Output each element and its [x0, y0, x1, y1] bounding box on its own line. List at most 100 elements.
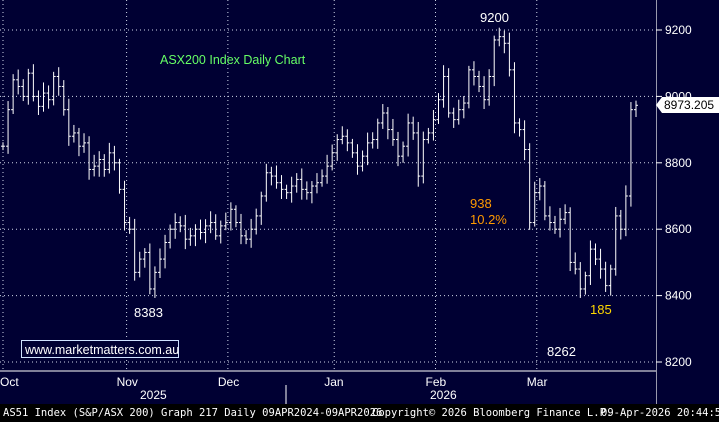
footer-timestamp: 09-Apr-2026 20:44:51 — [601, 407, 719, 419]
ohlc-bar — [274, 165, 279, 189]
ohlc-bar — [26, 68, 31, 105]
ohlc-bar — [527, 143, 532, 230]
annotation-9200: 9200 — [480, 10, 509, 25]
ohlc-bar — [294, 173, 299, 193]
ohlc-bar — [634, 100, 638, 117]
ohlc-bar — [16, 69, 21, 95]
chart-title: ASX200 Index Daily Chart — [160, 53, 306, 67]
ohlc-bar — [117, 158, 122, 194]
ohlc-bar — [416, 121, 421, 187]
ohlc-bar — [446, 68, 451, 118]
ohlc-bar — [573, 252, 578, 275]
y-tick-label: 8400 — [665, 289, 692, 303]
ohlc-bar — [401, 141, 406, 163]
plot-right-edge — [656, 0, 657, 404]
ohlc-bar — [482, 76, 487, 110]
ohlc-bar — [198, 219, 203, 240]
ohlc-bars — [1, 27, 638, 298]
ohlc-bar — [451, 107, 456, 128]
ohlc-bar — [107, 142, 112, 174]
footer-copyright: Copyright© 2026 Bloomberg Finance L.P. — [372, 407, 613, 419]
ohlc-bar — [330, 144, 335, 171]
ohlc-bar — [92, 154, 97, 177]
ohlc-bar — [233, 205, 238, 228]
ohlc-bar — [66, 98, 71, 146]
ohlc-bar — [492, 35, 497, 87]
ohlc-bar — [152, 266, 157, 298]
y-tick-label: 8200 — [665, 355, 692, 369]
ohlc-bar — [421, 131, 426, 184]
ohlc-bar — [563, 204, 568, 225]
ohlc-bar — [279, 175, 284, 199]
ohlc-bar — [71, 124, 76, 143]
ohlc-bar — [325, 154, 330, 184]
ohlc-bar — [284, 184, 289, 199]
ohlc-bar — [36, 90, 41, 115]
last-value-text: 8973.205 — [664, 98, 714, 112]
ohlc-bar — [147, 243, 152, 295]
ohlc-bar — [532, 181, 537, 227]
ohlc-bar — [477, 70, 482, 93]
ohlc-bar — [112, 145, 117, 171]
ohlc-bar — [487, 69, 492, 106]
website-badge[interactable]: www.marketmatters.com.au — [21, 340, 179, 358]
ohlc-bar — [370, 132, 375, 149]
ohlc-bar — [41, 82, 46, 112]
x-tick-label: Nov — [117, 375, 138, 389]
ohlc-bar — [466, 65, 471, 109]
ohlc-bar — [46, 85, 51, 109]
x-tick-label: Oct — [0, 375, 19, 389]
ohlc-bar — [193, 224, 198, 247]
ohlc-bar — [132, 218, 137, 281]
ohlc-bar — [127, 216, 132, 234]
annotation-8383: 8383 — [134, 305, 163, 320]
annotation-185: 185 — [590, 302, 612, 317]
ohlc-bar — [552, 215, 557, 234]
ohlc-bar — [542, 181, 547, 221]
y-tick-label: 8800 — [665, 156, 692, 170]
ohlc-bar — [264, 163, 269, 202]
ohlc-bar — [304, 181, 309, 200]
ohlc-bar — [512, 62, 517, 134]
annotation-8262: 8262 — [547, 344, 576, 359]
grid — [0, 0, 656, 371]
ohlc-bar — [249, 218, 254, 248]
ohlc-bar — [618, 209, 623, 240]
ohlc-bar — [583, 271, 588, 295]
ohlc-bar — [137, 251, 142, 278]
ohlc-bar — [142, 248, 147, 268]
ohlc-bar — [598, 248, 603, 279]
ohlc-bar — [259, 191, 264, 225]
ohlc-bar — [441, 65, 446, 108]
annotation-drop-percent: 10.2% — [470, 212, 507, 227]
ohlc-bar — [6, 101, 11, 154]
ohlc-bar — [213, 214, 218, 240]
ohlc-bar — [456, 99, 461, 125]
last-value-label: 8973.205 — [656, 97, 719, 113]
ohlc-bar — [406, 113, 411, 157]
ohlc-bar — [461, 96, 466, 119]
ohlc-bar — [51, 71, 56, 106]
ohlc-bar — [588, 240, 593, 285]
ohlc-bar — [360, 150, 365, 172]
ohlc-bar — [608, 264, 613, 296]
ohlc-bar — [522, 120, 527, 161]
ohlc-bar — [244, 230, 249, 245]
ohlc-bar — [173, 213, 178, 239]
year-label-2025: 2025 — [140, 388, 167, 402]
ohlc-bar — [208, 211, 213, 234]
ohlc-bar — [289, 176, 294, 203]
ohlc-bar — [223, 212, 228, 231]
year-label-2026: 2026 — [430, 388, 457, 402]
ohlc-bar — [603, 261, 608, 292]
ohlc-bar — [11, 74, 16, 114]
ohlc-bar — [568, 207, 573, 272]
ohlc-bar — [239, 213, 244, 245]
y-tick-label: 9200 — [665, 23, 692, 37]
ohlc-bar — [31, 64, 36, 102]
ohlc-bar — [21, 79, 26, 102]
ohlc-bar — [355, 144, 360, 175]
ohlc-bar — [97, 151, 102, 177]
